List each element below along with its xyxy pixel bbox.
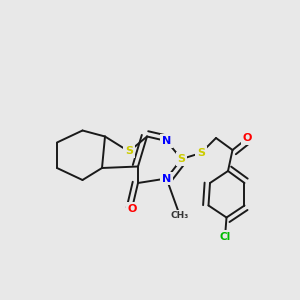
Text: O: O [127,203,137,214]
Text: S: S [197,148,205,158]
Text: O: O [243,133,252,143]
Text: N: N [162,173,171,184]
Text: N: N [162,136,171,146]
Text: CH₃: CH₃ [171,212,189,220]
Text: S: S [178,154,185,164]
Text: S: S [125,146,133,157]
Text: Cl: Cl [219,232,231,242]
